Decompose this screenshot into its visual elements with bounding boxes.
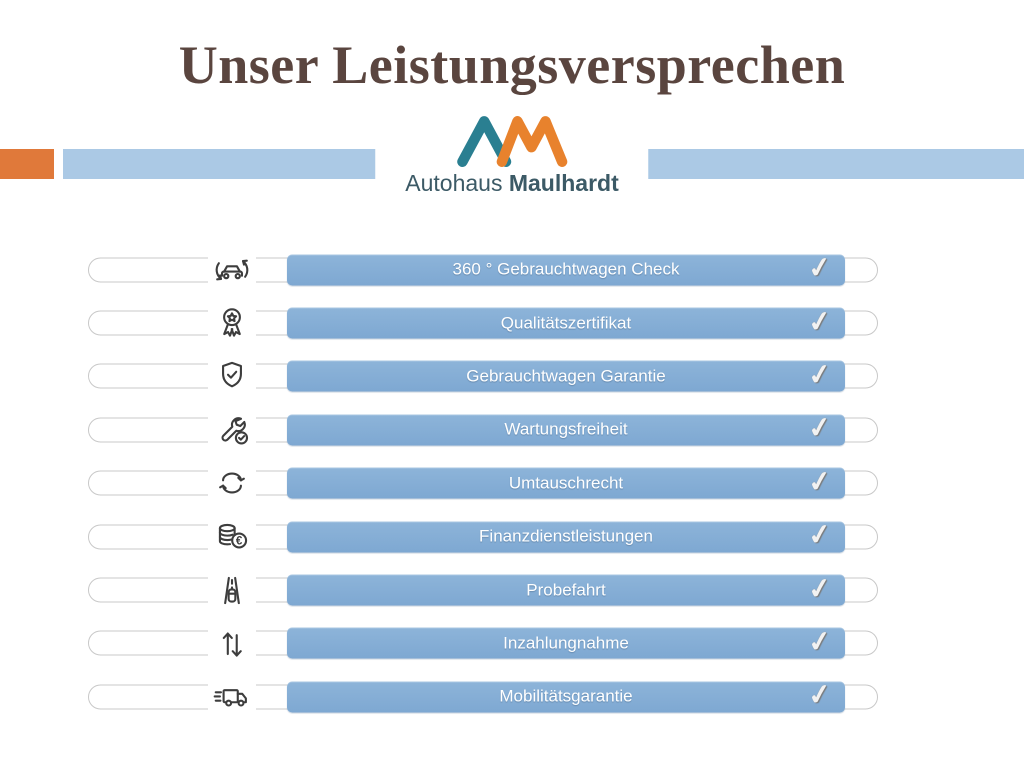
orange-accent-bar <box>0 149 54 179</box>
check-mark-icon: ✓ <box>805 464 834 499</box>
service-label: Qualitätszertifikat <box>500 313 632 333</box>
service-label: Inzahlungnahme <box>503 633 629 653</box>
service-row: Mobilitätsgarantie ✓ <box>0 670 1024 723</box>
service-pill: Probefahrt ✓ <box>287 571 845 606</box>
up-down-arrows-icon <box>208 619 256 668</box>
service-list: 360 ° Gebrauchtwagen Check ✓ Qualitätsze… <box>0 243 1024 724</box>
service-row: Gebrauchtwagen Garantie ✓ <box>0 350 1024 403</box>
service-label: Mobilitätsgarantie <box>499 686 633 706</box>
check-mark-icon: ✓ <box>805 571 834 606</box>
logo-monogram <box>456 116 568 167</box>
service-label: Wartungsfreiheit <box>504 419 628 439</box>
road-car-icon <box>208 566 256 615</box>
svg-text:€: € <box>236 535 243 547</box>
service-pill: Finanzdienstleistungen ✓ <box>287 518 845 553</box>
logo-name: Autohaus Maulhardt <box>405 170 618 197</box>
logo-name-bold: Maulhardt <box>508 170 619 196</box>
service-pill: 360 ° Gebrauchtwagen Check ✓ <box>287 251 845 286</box>
check-mark-icon: ✓ <box>805 624 834 659</box>
service-pill: Umtauschrecht ✓ <box>287 464 845 499</box>
quality-medal-icon <box>208 299 256 348</box>
check-mark-icon: ✓ <box>805 250 834 285</box>
check-mark-icon: ✓ <box>805 357 834 392</box>
wrench-check-icon <box>208 405 256 454</box>
shield-check-icon <box>208 352 256 401</box>
service-pill: Qualitätszertifikat ✓ <box>287 304 845 339</box>
logo-name-regular: Autohaus <box>405 170 503 196</box>
check-mark-icon: ✓ <box>805 677 834 712</box>
exchange-arrows-icon <box>208 459 256 508</box>
car-360-icon <box>208 245 256 294</box>
service-pill: Inzahlungnahme ✓ <box>287 624 845 659</box>
autohaus-logo: Autohaus Maulhardt <box>375 110 649 199</box>
service-label: Finanzdienstleistungen <box>479 526 653 546</box>
page-title: Unser Leistungsversprechen <box>178 35 846 95</box>
coins-euro-icon: € <box>208 512 256 561</box>
service-pill: Mobilitätsgarantie ✓ <box>287 678 845 713</box>
service-pill: Gebrauchtwagen Garantie ✓ <box>287 358 845 392</box>
service-pill: Wartungsfreiheit ✓ <box>287 411 845 446</box>
service-row: 360 ° Gebrauchtwagen Check ✓ <box>0 243 1024 296</box>
service-row: Qualitätszertifikat ✓ <box>0 296 1024 349</box>
service-label: Umtauschrecht <box>508 473 624 493</box>
service-row: Probefahrt ✓ <box>0 563 1024 616</box>
check-mark-icon: ✓ <box>805 304 834 339</box>
service-row: Wartungsfreiheit ✓ <box>0 403 1024 456</box>
service-label: 360 ° Gebrauchtwagen Check <box>452 259 680 279</box>
delivery-van-icon <box>208 672 256 721</box>
service-row: € Finanzdienstleistungen ✓ <box>0 510 1024 563</box>
service-row: Inzahlungnahme ✓ <box>0 617 1024 670</box>
check-mark-icon: ✓ <box>805 517 834 552</box>
check-mark-icon: ✓ <box>805 410 834 445</box>
service-label: Probefahrt <box>526 580 606 600</box>
service-label: Gebrauchtwagen Garantie <box>466 366 666 386</box>
service-row: Umtauschrecht ✓ <box>0 457 1024 510</box>
